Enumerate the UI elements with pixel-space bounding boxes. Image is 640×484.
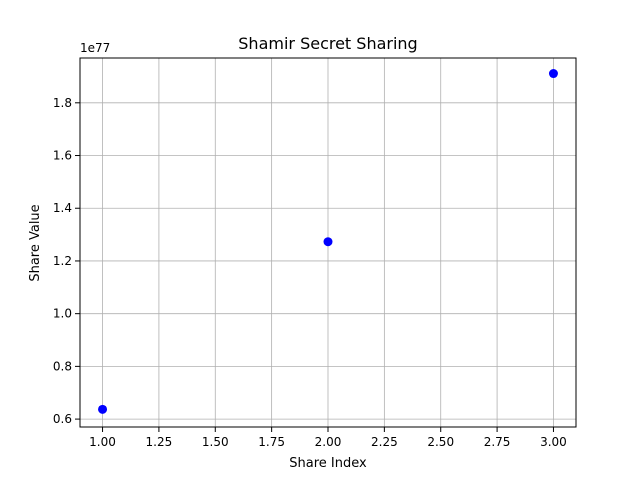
x-tick-label: 1.50: [202, 435, 229, 449]
y-tick-label: 0.6: [53, 412, 72, 426]
x-tick-label: 2.25: [371, 435, 398, 449]
x-axis-ticks: 1.00 1.25 1.50 1.75 2.00 2.25 2.50 2.75 3.00: [89, 427, 567, 449]
x-tick-label: 3.00: [540, 435, 567, 449]
y-tick-label: 1.6: [53, 149, 72, 163]
data-point: [548, 69, 558, 79]
y-tick-label: 1.4: [53, 201, 72, 215]
y-tick-label: 1.2: [53, 254, 72, 268]
x-axis-label: Share Index: [289, 456, 367, 471]
y-tick-label: 1.0: [53, 307, 72, 321]
x-tick-label: 2.75: [484, 435, 511, 449]
y-axis-offset-label: 1e77: [80, 41, 110, 55]
data-point: [98, 404, 108, 414]
x-tick-label: 1.00: [89, 435, 116, 449]
y-tick-label: 1.8: [53, 96, 72, 110]
x-tick-label: 1.25: [146, 435, 173, 449]
chart-title: Shamir Secret Sharing: [238, 34, 417, 53]
x-tick-label: 2.50: [427, 435, 454, 449]
x-tick-label: 1.75: [258, 435, 285, 449]
y-axis-label: Share Value: [28, 204, 43, 281]
data-points: [98, 69, 558, 414]
y-tick-label: 0.8: [53, 359, 72, 373]
data-point: [323, 237, 333, 247]
y-axis-ticks: 0.6 0.8 1.0 1.2 1.4 1.6 1.8: [53, 96, 80, 426]
x-tick-label: 2.00: [315, 435, 342, 449]
